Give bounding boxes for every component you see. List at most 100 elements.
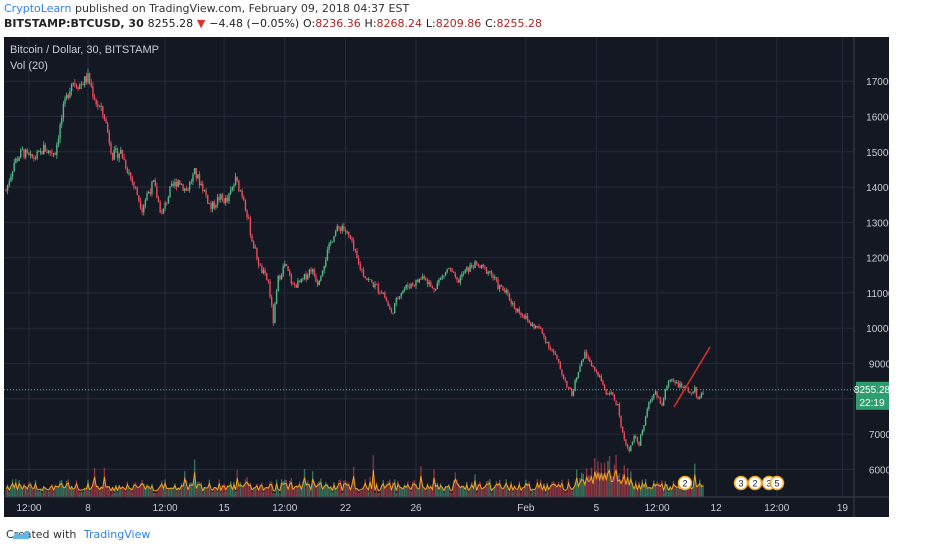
volume-bar	[146, 484, 148, 497]
y-tick-label: 15000.00	[866, 148, 889, 159]
x-tick-label: 5	[594, 503, 600, 514]
candle-body	[664, 389, 666, 399]
volume-bar	[489, 479, 491, 497]
volume-bar	[420, 466, 422, 497]
candle-body	[421, 275, 424, 279]
candle-body	[80, 83, 83, 85]
volume-bar	[320, 478, 322, 497]
low-value: 8209.86	[435, 17, 482, 30]
volume-bar	[339, 479, 342, 497]
candle-body	[334, 231, 337, 237]
candle-body	[405, 284, 407, 289]
volume-bar	[70, 485, 73, 497]
volume-bar	[123, 488, 125, 497]
candle-body	[266, 273, 268, 280]
volume-bar	[389, 479, 391, 497]
volume-bar	[617, 475, 619, 497]
candle-body	[44, 144, 47, 152]
volume-bar	[302, 481, 304, 497]
candle-body	[367, 279, 370, 280]
volume-bar	[152, 492, 155, 497]
candle-body	[320, 276, 322, 281]
candle-body	[656, 391, 658, 398]
candle-body	[5, 190, 7, 192]
candle-body	[523, 315, 525, 319]
candle-body	[413, 284, 416, 286]
event-badge-count: 2	[682, 479, 687, 489]
volume-bar	[490, 492, 493, 497]
candle-body	[536, 325, 539, 327]
volume-bar	[359, 491, 361, 497]
candle-body	[418, 278, 420, 283]
candle-body	[526, 315, 529, 320]
volume-bar	[266, 487, 268, 497]
volume-bar	[100, 486, 102, 497]
candle-body	[333, 236, 335, 242]
event-badge-icon	[769, 475, 785, 491]
candle-body	[379, 291, 381, 293]
volume-bar	[220, 492, 222, 497]
volume-bar	[608, 456, 611, 497]
volume-bar	[16, 490, 19, 497]
volume-bar	[64, 487, 66, 497]
volume-bar	[371, 490, 373, 497]
volume-bar	[202, 492, 204, 497]
candle-body	[423, 275, 425, 279]
chart-axes: 17000.00 16000.00 15000.00 14000.00 13000.00…	[4, 37, 889, 517]
volume-bar	[464, 490, 466, 497]
volume-bar	[44, 488, 47, 497]
volume-bar	[138, 486, 140, 497]
volume-bar	[228, 485, 230, 497]
event-badge: 2	[747, 475, 763, 491]
volume-bar	[338, 480, 340, 497]
volume-bar	[33, 489, 35, 497]
author-link[interactable]: CryptoLearn	[4, 2, 72, 15]
volume-bar	[421, 484, 424, 497]
chart-grid	[4, 37, 854, 497]
candle-body	[636, 437, 639, 442]
volume-bar	[505, 479, 507, 497]
volume-bar	[577, 484, 580, 497]
candle-body	[617, 404, 619, 405]
volume-bar	[328, 488, 330, 497]
candle-body	[139, 200, 142, 209]
candle-body	[111, 152, 114, 160]
candlestick-chart[interactable]: 17000.00 16000.00 15000.00 14000.00 13000.00…	[4, 37, 889, 517]
volume-bar	[362, 487, 365, 497]
volume-bar	[387, 481, 389, 497]
symbol-label: BITSTAMP:BTCUSD, 30	[4, 17, 144, 30]
volume-bar	[539, 479, 542, 497]
candle-body	[197, 174, 199, 179]
candle-body	[41, 150, 43, 155]
volume-bar	[515, 489, 517, 497]
volume-bar	[535, 488, 537, 497]
volume-bar	[205, 488, 207, 497]
volume-bar	[451, 492, 453, 497]
volume-bar	[367, 491, 370, 497]
tradingview-brand-link[interactable]: TradingView	[83, 528, 151, 541]
candle-body	[82, 83, 84, 86]
volume-bar	[600, 462, 603, 497]
candle-body	[695, 387, 698, 397]
candle-body	[544, 337, 547, 343]
candle-body	[123, 157, 125, 160]
candle-body	[116, 148, 119, 159]
volume-bar	[300, 490, 302, 497]
volume-bar	[179, 490, 181, 497]
volume-bar	[485, 481, 488, 497]
candle-body	[699, 397, 701, 400]
volume-bar	[59, 480, 61, 497]
volume-bar	[636, 491, 639, 497]
candle-body	[156, 186, 158, 199]
volume-bar	[659, 484, 662, 497]
volume-bar	[408, 487, 411, 497]
candle-body	[284, 263, 286, 267]
volume-bar	[456, 479, 458, 497]
candle-body	[128, 172, 130, 174]
volume-bar	[65, 480, 68, 497]
candle-body	[285, 263, 288, 267]
volume-bar	[554, 483, 557, 497]
chart-panel[interactable]: 17000.00 16000.00 15000.00 14000.00 13000.00…	[4, 37, 889, 517]
volume-bar	[262, 492, 265, 497]
candle-body	[298, 280, 301, 283]
